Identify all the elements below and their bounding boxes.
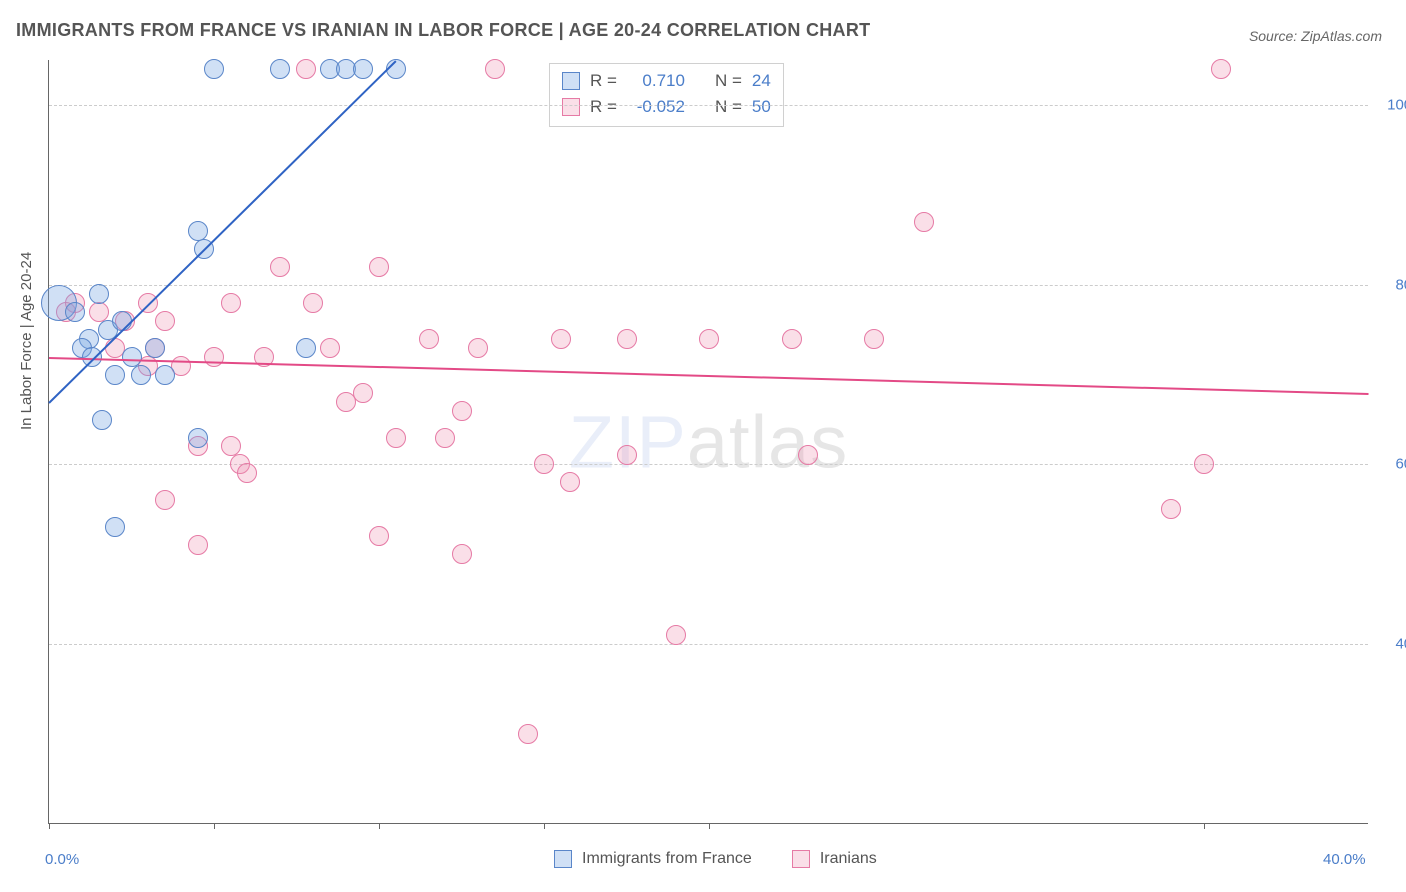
point-series-b bbox=[666, 625, 686, 645]
point-series-b bbox=[369, 526, 389, 546]
point-series-a bbox=[188, 428, 208, 448]
point-series-a bbox=[92, 410, 112, 430]
y-tick-label: 80.0% bbox=[1395, 276, 1406, 293]
point-series-b bbox=[560, 472, 580, 492]
point-series-a bbox=[155, 365, 175, 385]
point-series-b bbox=[270, 257, 290, 277]
series-b-label: Iranians bbox=[820, 850, 877, 868]
swatch-series-a bbox=[562, 72, 580, 90]
point-series-a bbox=[296, 338, 316, 358]
series-a-label: Immigrants from France bbox=[582, 850, 752, 868]
n-value-b: 50 bbox=[752, 94, 771, 120]
point-series-a bbox=[65, 302, 85, 322]
point-series-a bbox=[204, 59, 224, 79]
point-series-b bbox=[1194, 454, 1214, 474]
n-label: N = bbox=[715, 68, 742, 94]
swatch-series-b bbox=[562, 98, 580, 116]
trend-line bbox=[49, 357, 1369, 395]
point-series-a bbox=[122, 347, 142, 367]
point-series-b bbox=[221, 436, 241, 456]
x-tick-label: 40.0% bbox=[1323, 851, 1366, 868]
point-series-b bbox=[320, 338, 340, 358]
point-series-a bbox=[353, 59, 373, 79]
x-tick bbox=[1204, 823, 1205, 829]
x-tick-label: 0.0% bbox=[45, 851, 79, 868]
point-series-b bbox=[435, 428, 455, 448]
swatch-series-a bbox=[554, 850, 572, 868]
source-label: Source: ZipAtlas.com bbox=[1249, 28, 1382, 44]
r-label: R = bbox=[590, 94, 617, 120]
point-series-a bbox=[112, 311, 132, 331]
point-series-b bbox=[1211, 59, 1231, 79]
legend-series: Immigrants from France Iranians bbox=[554, 850, 877, 868]
chart-container: IMMIGRANTS FROM FRANCE VS IRANIAN IN LAB… bbox=[0, 0, 1406, 892]
x-tick bbox=[544, 823, 545, 829]
point-series-b bbox=[782, 329, 802, 349]
point-series-b bbox=[864, 329, 884, 349]
watermark-zip: ZIP bbox=[569, 400, 687, 483]
r-value-a: 0.710 bbox=[627, 68, 685, 94]
point-series-b bbox=[452, 544, 472, 564]
point-series-b bbox=[798, 445, 818, 465]
point-series-b bbox=[551, 329, 571, 349]
y-axis-title: In Labor Force | Age 20-24 bbox=[18, 252, 35, 430]
point-series-b bbox=[237, 463, 257, 483]
point-series-b bbox=[914, 212, 934, 232]
point-series-b bbox=[468, 338, 488, 358]
y-tick-label: 60.0% bbox=[1395, 456, 1406, 473]
point-series-b bbox=[369, 257, 389, 277]
watermark-atlas: atlas bbox=[687, 400, 848, 483]
point-series-b bbox=[518, 724, 538, 744]
point-series-b bbox=[617, 329, 637, 349]
point-series-a bbox=[82, 347, 102, 367]
point-series-b bbox=[699, 329, 719, 349]
point-series-b bbox=[1161, 499, 1181, 519]
point-series-a bbox=[270, 59, 290, 79]
n-label: N = bbox=[715, 94, 742, 120]
gridline bbox=[49, 644, 1368, 645]
point-series-a bbox=[105, 517, 125, 537]
r-value-b: -0.052 bbox=[627, 94, 685, 120]
point-series-a bbox=[105, 365, 125, 385]
y-tick-label: 100.0% bbox=[1387, 96, 1406, 113]
point-series-b bbox=[419, 329, 439, 349]
point-series-b bbox=[188, 535, 208, 555]
x-tick bbox=[49, 823, 50, 829]
watermark: ZIPatlas bbox=[569, 399, 848, 484]
point-series-a bbox=[89, 284, 109, 304]
gridline bbox=[49, 285, 1368, 286]
r-label: R = bbox=[590, 68, 617, 94]
x-tick bbox=[379, 823, 380, 829]
point-series-b bbox=[155, 311, 175, 331]
gridline bbox=[49, 105, 1368, 106]
point-series-a bbox=[131, 365, 151, 385]
point-series-b bbox=[221, 293, 241, 313]
legend-stats-row-a: R = 0.710 N = 24 bbox=[562, 68, 771, 94]
n-value-a: 24 bbox=[752, 68, 771, 94]
point-series-b bbox=[452, 401, 472, 421]
point-series-b bbox=[386, 428, 406, 448]
x-tick bbox=[709, 823, 710, 829]
point-series-a bbox=[145, 338, 165, 358]
legend-stats-row-b: R = -0.052 N = 50 bbox=[562, 94, 771, 120]
y-tick-label: 40.0% bbox=[1395, 636, 1406, 653]
point-series-b bbox=[296, 59, 316, 79]
legend-stats: R = 0.710 N = 24 R = -0.052 N = 50 bbox=[549, 63, 784, 127]
point-series-b bbox=[89, 302, 109, 322]
point-series-b bbox=[155, 490, 175, 510]
point-series-b bbox=[485, 59, 505, 79]
point-series-b bbox=[353, 383, 373, 403]
swatch-series-b bbox=[792, 850, 810, 868]
point-series-b bbox=[303, 293, 323, 313]
point-series-b bbox=[617, 445, 637, 465]
x-tick bbox=[214, 823, 215, 829]
point-series-b bbox=[534, 454, 554, 474]
plot-area: ZIPatlas R = 0.710 N = 24 R = -0.052 N =… bbox=[48, 60, 1368, 824]
chart-title: IMMIGRANTS FROM FRANCE VS IRANIAN IN LAB… bbox=[16, 20, 870, 41]
